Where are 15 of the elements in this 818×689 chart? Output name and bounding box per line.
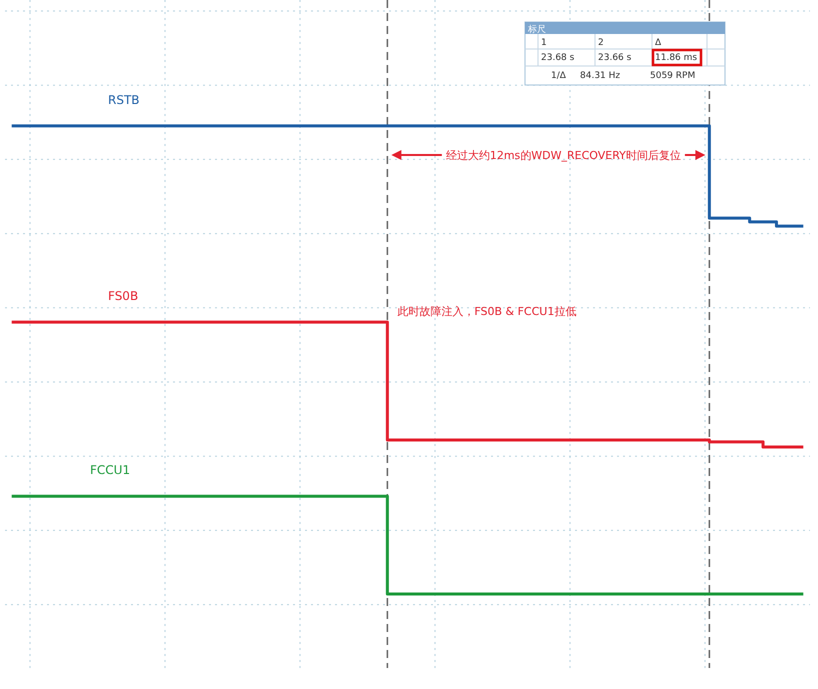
text: 84.31 Hz [580, 71, 620, 81]
series-label: FS0B [108, 289, 138, 304]
annotation: 经过大约12ms的WDW_RECOVERY时间后复位 [446, 149, 681, 162]
text: 标尺 [527, 24, 546, 35]
text: 11.86 ms [655, 53, 698, 63]
text: 23.68 s [541, 53, 575, 63]
text: 2 [598, 38, 604, 48]
text: Δ [655, 38, 662, 48]
text: 23.66 s [598, 53, 632, 63]
text: 1 [541, 38, 547, 48]
series-label: FCCU1 [90, 463, 130, 478]
annotation: 此时故障注入，FS0B & FCCU1拉低 [397, 305, 576, 318]
series-label: RSTB [108, 92, 140, 107]
text: 5059 RPM [650, 71, 696, 81]
text: 1/Δ [551, 71, 567, 81]
